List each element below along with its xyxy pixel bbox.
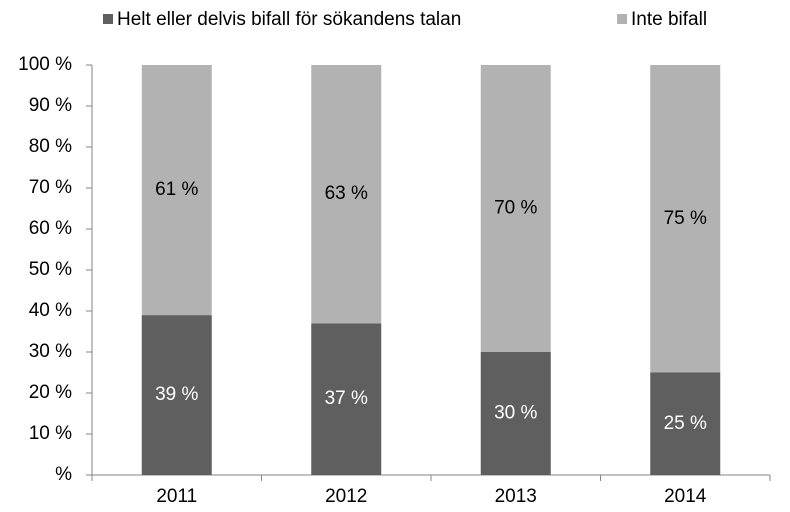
legend-swatch (617, 14, 627, 24)
y-tick-label: 40 % (29, 300, 72, 321)
data-label: 75 % (664, 208, 707, 229)
y-tick-label: 70 % (29, 177, 72, 198)
data-label: 30 % (494, 403, 537, 424)
data-label: 37 % (325, 388, 368, 409)
legend-label: Inte bifall (631, 9, 707, 30)
x-tick-label: 2013 (495, 486, 537, 507)
data-label: 63 % (325, 183, 368, 204)
y-tick-label: 80 % (29, 136, 72, 157)
y-tick-label: % (55, 464, 72, 485)
data-label: 39 % (155, 384, 198, 405)
bar-segment (480, 352, 551, 475)
bar-segment (141, 315, 212, 475)
bar-segment (650, 372, 721, 475)
legend-swatch (103, 14, 113, 24)
x-tick-label: 2011 (156, 486, 197, 507)
x-tick-label: 2014 (664, 486, 707, 507)
bar-segment (311, 323, 382, 475)
data-label: 70 % (494, 198, 537, 219)
y-tick-label: 100 % (18, 54, 72, 75)
bar-segment (141, 65, 212, 316)
bar-segment (650, 65, 721, 373)
y-tick-label: 10 % (29, 423, 72, 444)
data-label: 25 % (664, 413, 707, 434)
data-label: 61 % (155, 179, 198, 200)
bar-segment (311, 65, 382, 324)
y-tick-label: 90 % (29, 95, 72, 116)
bar-segment (480, 65, 551, 352)
y-tick-label: 30 % (29, 341, 72, 362)
y-tick-label: 60 % (29, 218, 72, 239)
legend-label: Helt eller delvis bifall för sökandens t… (117, 9, 461, 30)
x-tick-label: 2012 (325, 486, 367, 507)
y-tick-label: 20 % (29, 382, 72, 403)
y-tick-label: 50 % (29, 259, 72, 280)
